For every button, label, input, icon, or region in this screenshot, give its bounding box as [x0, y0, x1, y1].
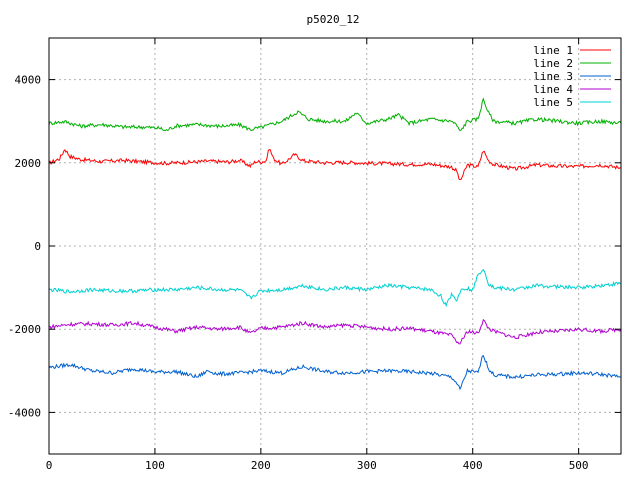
x-tick-label: 0 [46, 459, 53, 472]
legend-label-5: line 5 [533, 96, 573, 109]
x-tick-label: 200 [251, 459, 271, 472]
x-tick-label: 100 [145, 459, 165, 472]
legend-label-3: line 3 [533, 70, 573, 83]
x-tick-label: 400 [463, 459, 483, 472]
chart-title: p5020_12 [307, 13, 360, 26]
y-tick-label: 2000 [15, 157, 42, 170]
series-group [48, 97, 622, 391]
series-line-5 [48, 268, 621, 308]
x-tick-label: 300 [357, 459, 377, 472]
legend-label-4: line 4 [533, 83, 573, 96]
y-tick-label: -2000 [8, 323, 41, 336]
y-tick-label: 4000 [15, 74, 42, 87]
series-line-2 [48, 97, 622, 132]
series-line-4 [48, 318, 622, 345]
series-line-1 [48, 149, 622, 181]
y-tick-label: -4000 [8, 406, 41, 419]
legend-label-2: line 2 [533, 57, 573, 70]
series-line-3 [48, 355, 622, 391]
axes: 0 100 200 300 400 500 -4000 -2000 0 2000 4000 [8, 38, 621, 472]
x-tick-label: 500 [569, 459, 589, 472]
legend-label-1: line 1 [533, 44, 573, 57]
y-tick-label: 0 [34, 240, 41, 253]
